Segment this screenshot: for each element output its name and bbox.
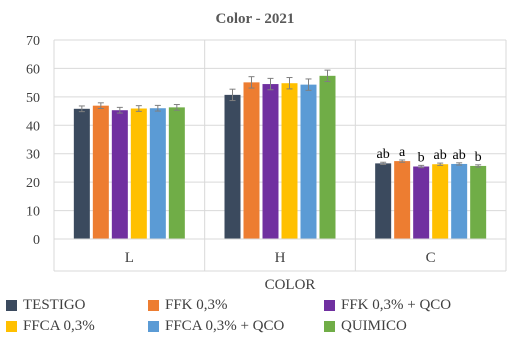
legend-swatch [148,299,159,311]
legend-item: QUIMICO [324,316,506,336]
bar [375,163,392,239]
legend: TESTIGO FFK 0,3% FFK 0,3% + QCO FFCA 0,3% FF… [6,295,506,336]
bar [262,84,279,239]
y-tick-label: 10 [26,205,40,220]
significance-label: ab [377,147,390,162]
bar [319,75,336,239]
bar [413,166,430,239]
y-tick-label: 60 [26,62,40,77]
bar [168,107,185,239]
legend-swatch [6,320,17,332]
legend-label: FFK 0,3% + QCO [341,296,452,313]
legend-label: QUIMICO [341,317,407,334]
legend-swatch [324,299,335,311]
x-axis-title: COLOR [265,277,316,293]
bar [149,108,166,239]
legend-label: FFCA 0,3% [23,317,95,334]
bar [130,108,147,240]
y-tick-label: 40 [26,119,40,134]
bar [224,94,241,239]
legend-swatch [6,299,17,311]
x-tick-label: C [426,250,436,266]
significance-label: b [475,150,482,165]
y-tick-label: 0 [33,233,40,248]
bar [470,165,487,239]
legend-swatch [148,320,159,332]
bar [451,163,468,239]
legend-label: TESTIGO [23,296,86,313]
legend-item: FFCA 0,3% [6,316,148,336]
legend-item: FFK 0,3% [148,295,324,315]
y-tick-label: 70 [26,34,40,49]
legend-item: FFK 0,3% + QCO [324,295,506,315]
significance-label: b [418,150,425,165]
significance-label: a [399,145,406,160]
y-tick-label: 30 [26,148,40,163]
legend-item: FFCA 0,3% + QCO [148,316,324,336]
significance-label: ab [453,148,466,163]
x-tick-label: H [275,250,286,266]
y-tick-label: 20 [26,176,40,191]
bar [111,110,128,240]
bar [92,105,109,239]
significance-label: ab [434,148,447,163]
legend-label: FFCA 0,3% + QCO [165,317,285,334]
bar [300,84,317,239]
bar [394,161,411,239]
x-tick-label: L [125,250,134,266]
bar [73,108,90,239]
bar [281,83,298,239]
bar [243,82,260,239]
legend-swatch [324,320,335,332]
y-tick-label: 50 [26,91,40,106]
bar [432,164,449,239]
chart-title: Color - 2021 [216,11,295,27]
legend-item: TESTIGO [6,295,148,315]
legend-label: FFK 0,3% [165,296,228,313]
